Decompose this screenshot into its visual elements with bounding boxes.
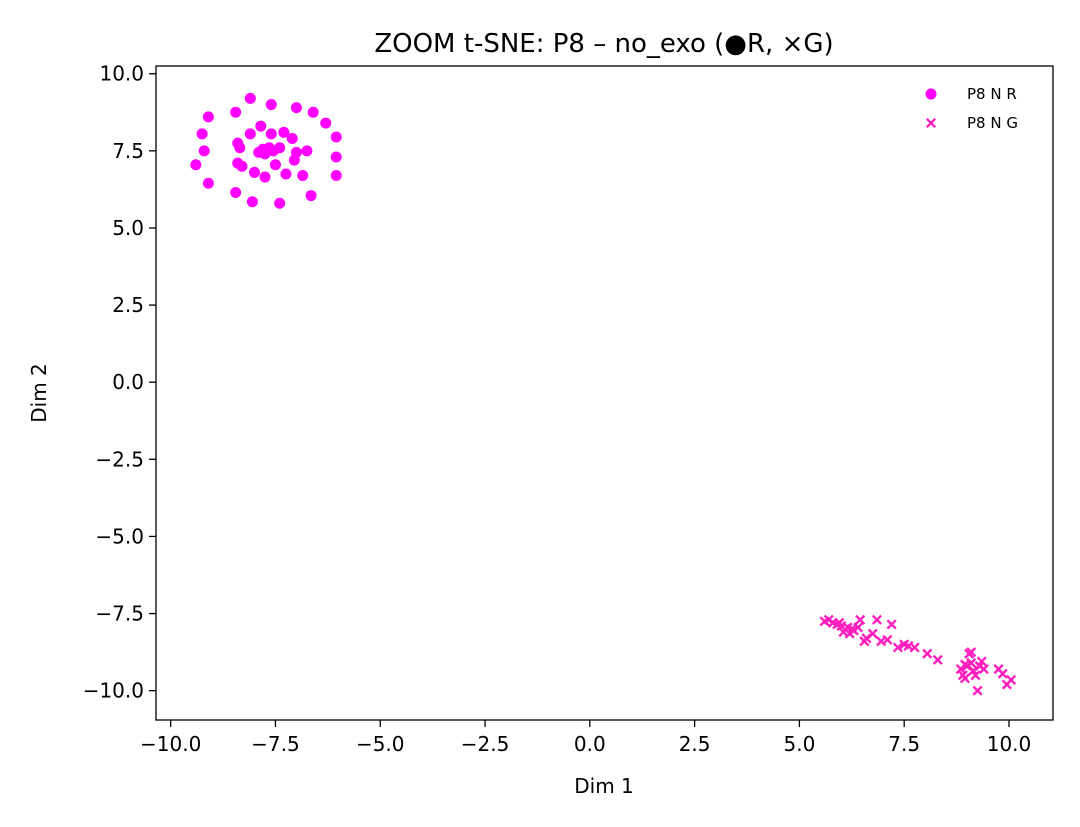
x-tick-label: 0.0 [574, 732, 606, 756]
data-point-x [861, 633, 872, 644]
legend-label-r: P8 N R [967, 85, 1017, 103]
data-point-x [932, 654, 943, 665]
data-point-x [882, 634, 893, 645]
y-tick-label: −7.5 [95, 602, 144, 626]
y-tick-label: 0.0 [112, 370, 144, 394]
scatter-points [190, 92, 1017, 696]
data-point-circle [244, 92, 256, 104]
x-tick-label: 7.5 [888, 732, 920, 756]
legend-x-glyph [925, 117, 937, 129]
data-point-circle [265, 99, 277, 111]
data-point-x [871, 614, 883, 625]
data-point-circle [301, 145, 313, 157]
data-point-x [1006, 674, 1017, 685]
data-point-circle [307, 106, 319, 118]
legend: P8 N R P8 N G [925, 85, 1018, 132]
x-tick-label: −7.5 [251, 732, 300, 756]
data-point-circle [320, 117, 332, 129]
data-point-x [834, 617, 845, 628]
data-point-circle [230, 186, 242, 198]
data-point-circle [236, 160, 248, 172]
x-tick-label: 5.0 [784, 732, 816, 756]
x-axis-ticks: −10.0 −7.5 −5.0 −2.5 0.0 2.5 5.0 7.5 10.0 [140, 720, 1031, 756]
legend-marker-circle [925, 88, 937, 100]
x-tick-label: −2.5 [461, 732, 510, 756]
data-point-circle [259, 171, 271, 183]
data-point-circle [305, 190, 317, 202]
y-tick-label: −10.0 [83, 679, 144, 703]
data-point-x [892, 642, 903, 653]
x-tick-label: 10.0 [987, 732, 1032, 756]
x-tick-label: −5.0 [356, 732, 405, 756]
data-point-x [886, 619, 897, 630]
data-point-circle [202, 177, 214, 189]
legend-item-g: P8 N G [925, 114, 1018, 132]
data-point-circle [290, 102, 302, 114]
data-point-circle [196, 128, 208, 140]
y-tick-label: 7.5 [112, 139, 144, 163]
y-tick-label: 10.0 [99, 62, 144, 86]
data-point-circle [198, 145, 210, 157]
data-point-circle [255, 120, 267, 132]
data-point-x [966, 647, 977, 658]
x-tick-label: 2.5 [679, 732, 711, 756]
data-point-circle [230, 106, 242, 118]
data-point-circle [244, 128, 256, 140]
data-point-x [855, 614, 866, 625]
data-point-circle [274, 197, 286, 209]
data-point-circle [267, 145, 279, 157]
y-tick-label: 5.0 [112, 216, 144, 240]
data-point-x [959, 659, 971, 670]
legend-label-g: P8 N G [967, 114, 1018, 132]
chart-title: ZOOM t-SNE: P8 – no_exo (●R, ×G) [374, 29, 833, 59]
data-point-circle [288, 154, 300, 166]
data-point-x [976, 656, 987, 667]
data-point-circle [330, 151, 342, 163]
data-point-circle [278, 126, 290, 138]
data-point-circle [280, 168, 292, 180]
data-point-x [970, 670, 981, 681]
data-point-x [972, 685, 983, 696]
data-point-circle [249, 166, 261, 178]
data-point-circle [265, 128, 277, 140]
y-tick-label: −5.0 [95, 524, 144, 548]
y-axis-label: Dim 2 [27, 363, 51, 423]
data-point-circle [286, 132, 298, 144]
legend-item-r: P8 N R [925, 85, 1017, 103]
data-point-circle [297, 170, 309, 182]
data-point-circle [259, 148, 271, 160]
data-point-circle [330, 170, 342, 182]
legend-marker-x [925, 117, 937, 129]
data-point-circle [330, 131, 342, 143]
data-point-x [959, 673, 971, 684]
y-axis-ticks: 10.0 7.5 5.0 2.5 0.0 −2.5 −5.0 −7.5 −10.0 [83, 62, 156, 703]
data-point-circle [246, 196, 258, 208]
plot-frame [155, 65, 1054, 721]
data-point-x [978, 664, 989, 675]
data-point-circle [190, 159, 202, 171]
x-tick-label: −10.0 [140, 732, 201, 756]
data-point-circle [269, 159, 281, 171]
y-tick-label: −2.5 [95, 447, 144, 471]
x-axis-label: Dim 1 [574, 774, 634, 798]
data-point-x [922, 648, 933, 659]
data-point-circle [202, 111, 214, 123]
y-tick-label: 2.5 [112, 293, 144, 317]
data-point-x [846, 623, 857, 635]
data-point-circle [234, 142, 246, 154]
data-point-x [909, 642, 920, 653]
data-point-x [997, 668, 1008, 679]
plot-area [156, 66, 1053, 720]
